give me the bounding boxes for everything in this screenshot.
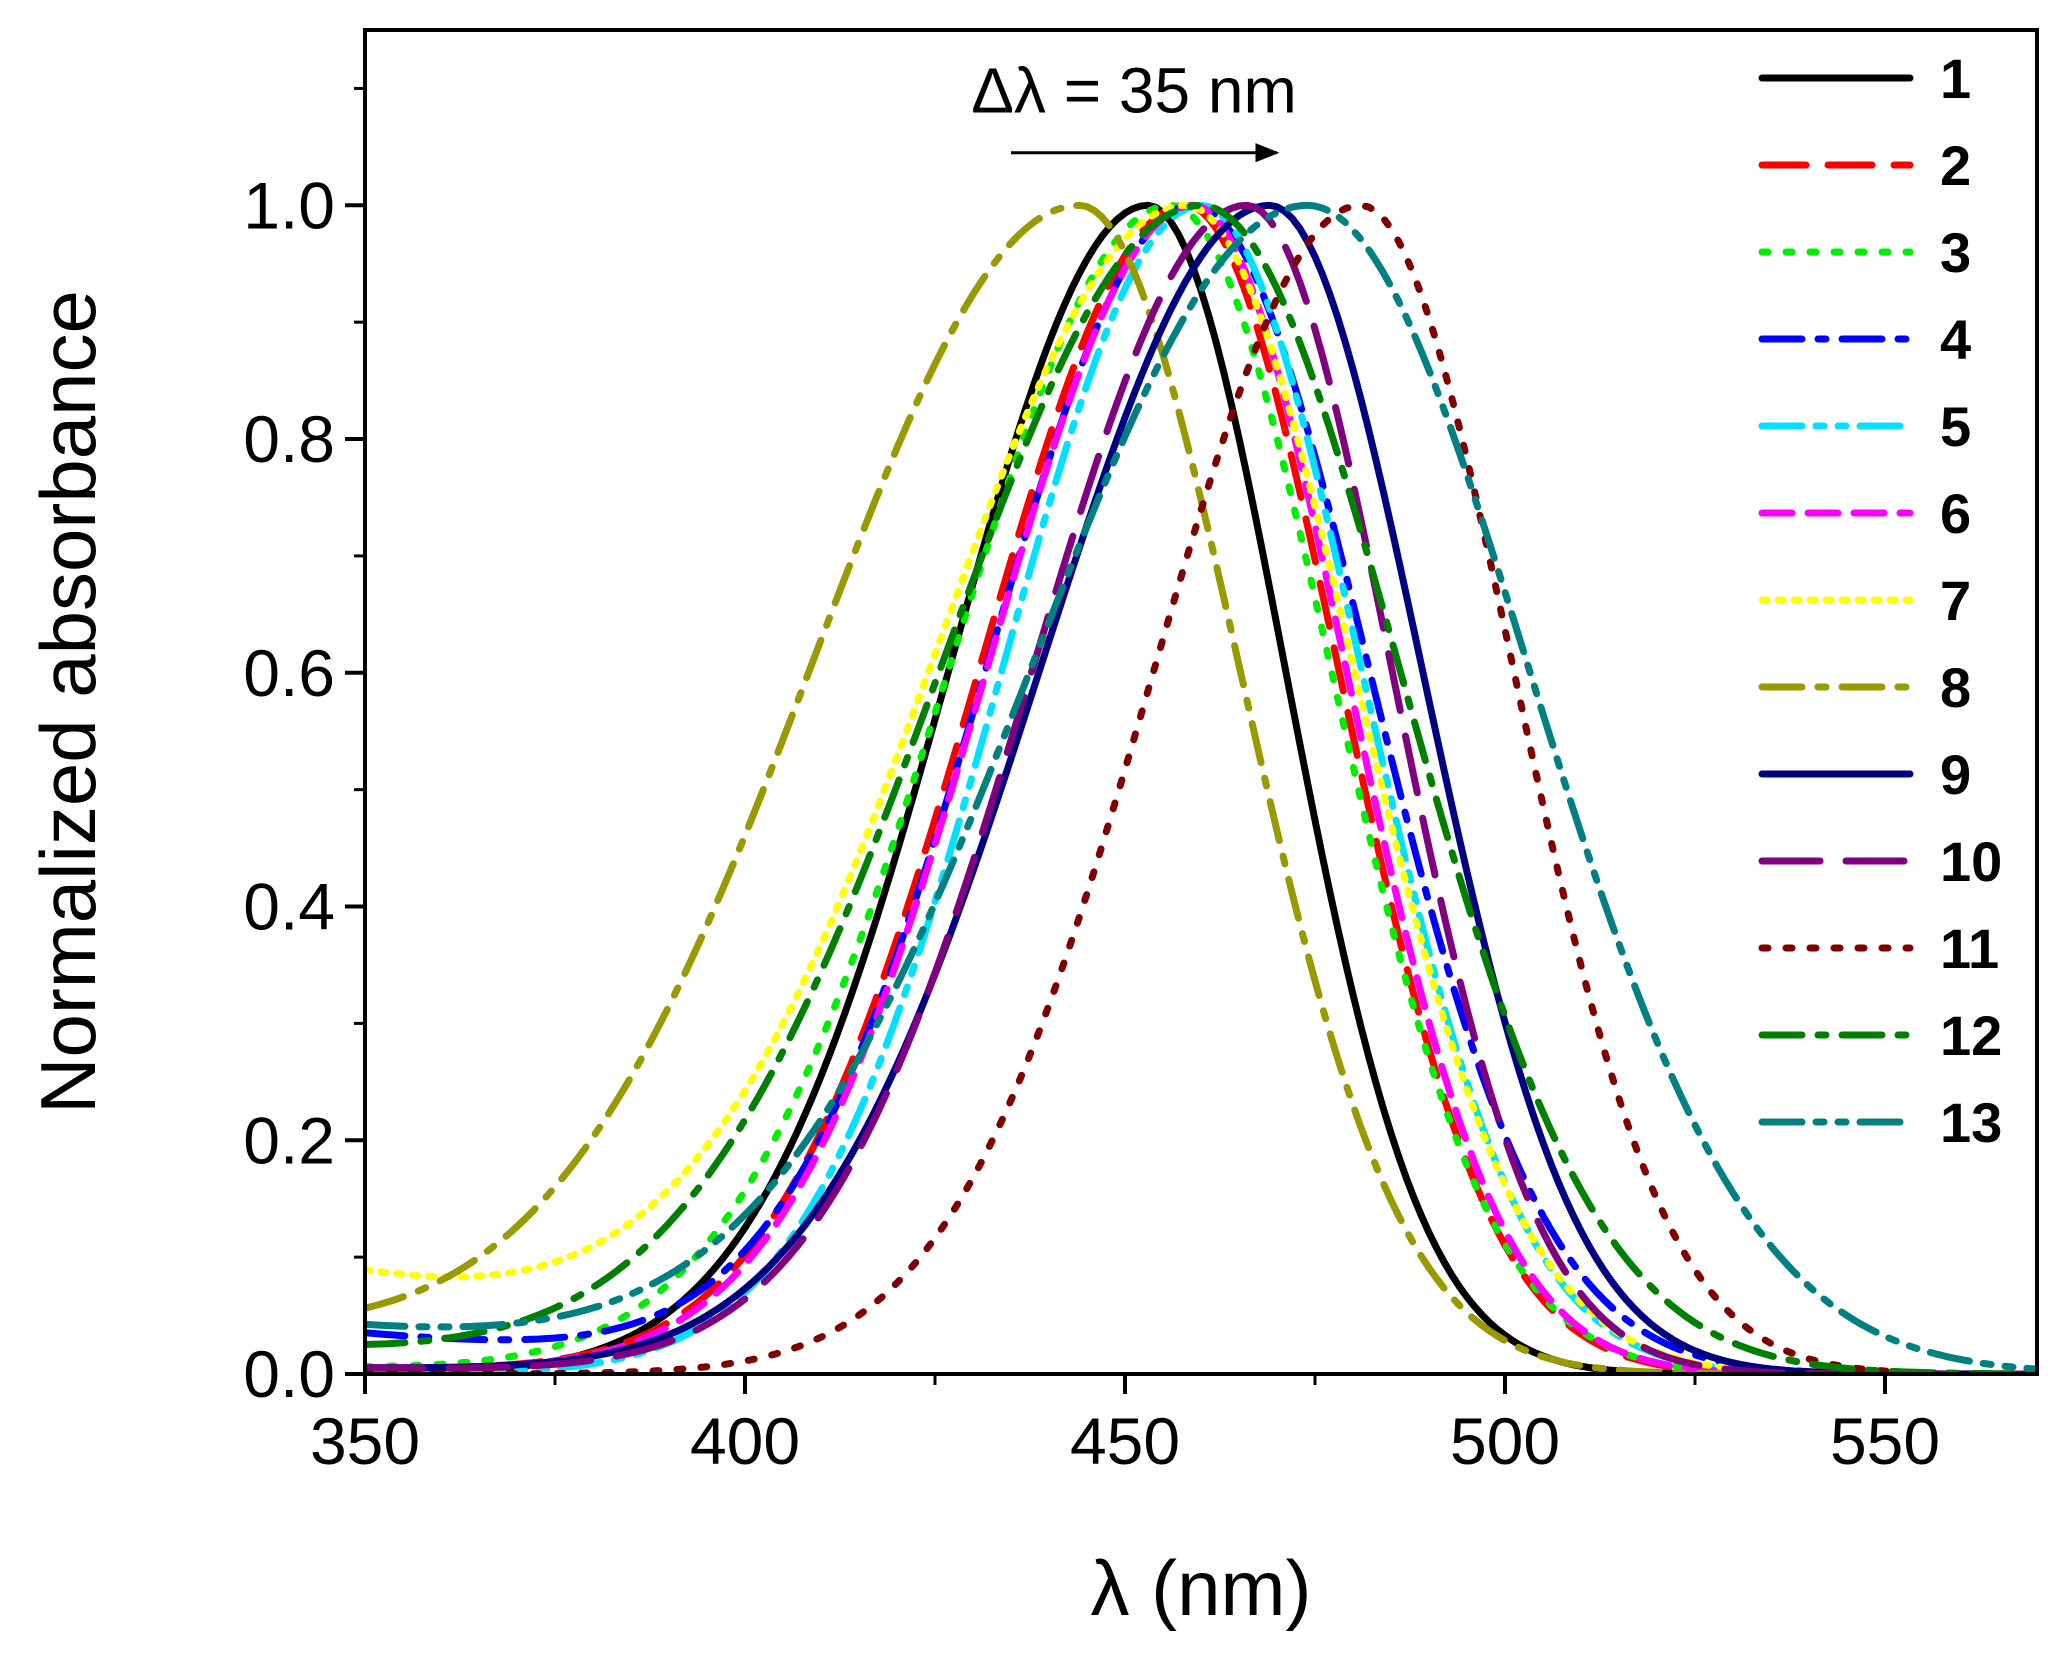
- y-tick-label: 0.6: [243, 636, 335, 710]
- x-axis-title: λ (nm): [1091, 1544, 1312, 1632]
- series-line-6: [365, 201, 2037, 1374]
- x-tick-label: 400: [690, 1404, 800, 1478]
- plot-area-frame: [363, 28, 2039, 1376]
- legend-label-4: 4: [1940, 308, 1971, 371]
- series-line-12: [365, 201, 2037, 1374]
- series-line-2: [365, 201, 2037, 1374]
- legend-label-11: 11: [1940, 917, 1999, 980]
- series-line-11: [365, 201, 2037, 1374]
- x-tick-label: 500: [1450, 1404, 1560, 1478]
- y-tick-label: 0.0: [243, 1337, 335, 1411]
- series-line-4: [365, 201, 2037, 1374]
- x-tick-label: 550: [1830, 1404, 1940, 1478]
- y-axis-title: Normalized absorbance: [24, 290, 112, 1114]
- legend-label-6: 6: [1940, 482, 1971, 545]
- series-line-3: [365, 201, 2037, 1374]
- series-line-7: [365, 201, 2037, 1374]
- legend-label-1: 1: [1940, 47, 1971, 110]
- legend-label-2: 2: [1940, 134, 1971, 197]
- series-line-8: [365, 201, 2037, 1374]
- legend-label-5: 5: [1940, 395, 1971, 458]
- delta-lambda-annotation: Δλ = 35 nm: [971, 55, 1297, 127]
- annotation: Δλ = 35 nm: [971, 55, 1297, 163]
- series-line-10: [365, 201, 2037, 1374]
- y-axis-ticks: 0.0 0.2 0.4 0.6 0.8 1.0: [243, 86, 365, 1411]
- y-tick-label: 0.4: [243, 870, 335, 944]
- y-tick-label: 0.2: [243, 1103, 335, 1177]
- y-tick-label: 1.0: [243, 168, 335, 242]
- series-line-1: [365, 201, 2037, 1374]
- series-line-5: [365, 201, 2037, 1374]
- legend-label-7: 7: [1940, 569, 1971, 632]
- legend-label-9: 9: [1940, 743, 1971, 806]
- legend-label-3: 3: [1940, 221, 1971, 284]
- legend-label-10: 10: [1940, 830, 2002, 893]
- legend-label-8: 8: [1940, 656, 1971, 719]
- legend-label-12: 12: [1940, 1004, 2002, 1067]
- x-tick-label: 350: [310, 1404, 420, 1478]
- series-layer: [365, 201, 2037, 1374]
- series-line-13: [365, 201, 2037, 1373]
- series-line-9: [365, 201, 2037, 1374]
- legend-label-13: 13: [1940, 1091, 2002, 1154]
- x-axis-ticks: 350 400 450 500 550: [310, 1374, 1940, 1478]
- x-tick-label: 450: [1070, 1404, 1180, 1478]
- y-tick-label: 0.8: [243, 402, 335, 476]
